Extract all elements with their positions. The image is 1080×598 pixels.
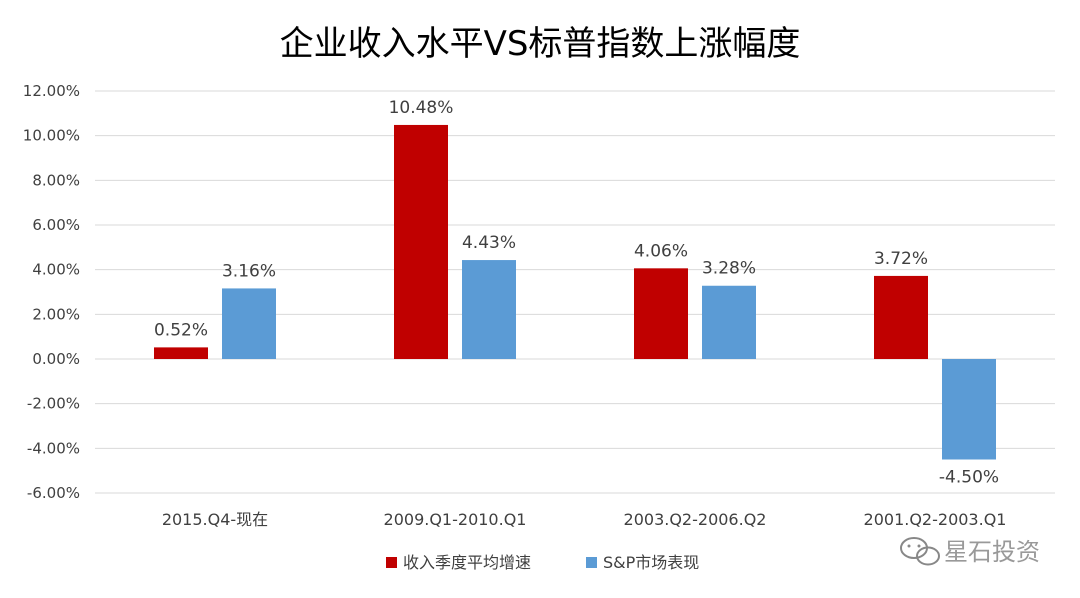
bar-revenue-3	[874, 275, 928, 359]
legend: 收入季度平均增速 S&P市场表现	[386, 553, 699, 572]
data-label: 0.52%	[154, 320, 208, 340]
x-tick-label: 2003.Q2-2006.Q2	[624, 510, 767, 529]
chart-title: 企业收入水平VS标普指数上涨幅度	[280, 24, 801, 64]
data-label: 4.06%	[634, 241, 688, 261]
legend-label: S&P市场表现	[603, 553, 699, 572]
wechat-icon	[900, 537, 940, 566]
y-tick-label: 4.00%	[32, 261, 80, 279]
bar-sp-0	[222, 288, 276, 359]
bar-sp-3	[942, 359, 996, 460]
y-tick-label: 6.00%	[32, 216, 80, 234]
y-tick-label: 2.00%	[32, 305, 80, 323]
x-tick-label: 2015.Q4-现在	[162, 510, 268, 529]
y-tick-label: 12.00%	[23, 82, 80, 100]
bar-sp-1	[462, 260, 516, 359]
y-tick-label: -4.00%	[27, 439, 80, 457]
y-tick-label: 0.00%	[32, 350, 80, 368]
x-tick-label: 2001.Q2-2003.Q1	[864, 510, 1007, 529]
bar-sp-2	[702, 285, 756, 359]
data-labels: 0.52% 3.16% 10.48% 4.43% 4.06% 3.28% 3.72% -4.5…	[154, 98, 999, 488]
legend-swatch	[386, 557, 397, 568]
bar-revenue-1	[394, 124, 448, 360]
data-label: 3.28%	[702, 259, 756, 279]
y-axis-tick-labels: -6.00% -4.00% -2.00% 0.00% 2.00% 4.00% 6.00% 8.…	[23, 82, 80, 502]
data-label: 3.72%	[874, 249, 928, 269]
x-axis-tick-labels: 2015.Q4-现在 2009.Q1-2010.Q1 2003.Q2-2006.Q2…	[162, 510, 1007, 529]
legend-label: 收入季度平均增速	[403, 553, 531, 572]
bars	[154, 124, 996, 460]
data-label: -4.50%	[939, 468, 999, 488]
bar-revenue-0	[154, 347, 208, 359]
data-label: 3.16%	[222, 261, 276, 281]
data-label: 10.48%	[389, 98, 454, 118]
data-label: 4.43%	[462, 233, 516, 253]
watermark-text: 星石投资	[944, 538, 1040, 566]
y-tick-label: -6.00%	[27, 484, 80, 502]
legend-swatch	[586, 557, 597, 568]
x-tick-label: 2009.Q1-2010.Q1	[384, 510, 527, 529]
y-tick-label: 10.00%	[23, 127, 80, 145]
y-tick-label: 8.00%	[32, 171, 80, 189]
bar-revenue-2	[634, 268, 688, 359]
y-tick-label: -2.00%	[27, 395, 80, 413]
watermark: 星石投资	[900, 537, 1040, 566]
